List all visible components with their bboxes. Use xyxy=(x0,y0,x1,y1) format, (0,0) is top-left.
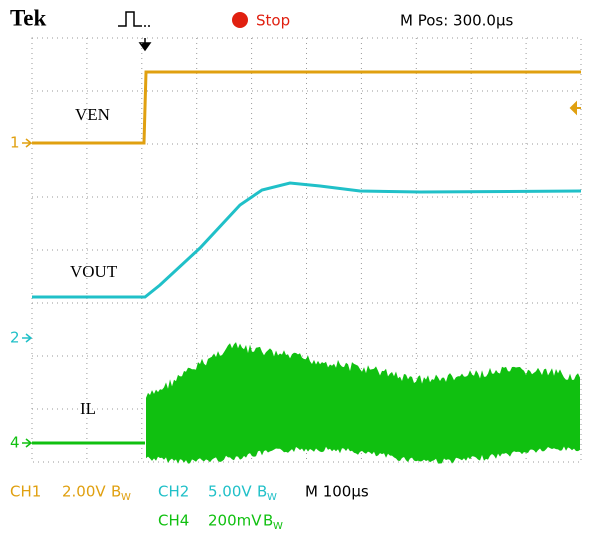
bandwidth: B xyxy=(111,483,121,501)
ch4-readout: CH4 200mV B W xyxy=(158,512,283,533)
channel-marker: 2 xyxy=(10,329,20,347)
timebase: M 100µs xyxy=(305,483,369,501)
bandwidth: B xyxy=(257,483,267,501)
waveform-ch1 xyxy=(32,70,581,145)
waveform-ch4-ripple xyxy=(146,342,580,464)
channel-name: CH1 xyxy=(10,483,41,501)
trigger-icon xyxy=(118,11,150,27)
bandwidth-sub: W xyxy=(273,521,283,532)
ch1-readout: CH1 2.00V B W xyxy=(10,483,131,504)
brand: Tek xyxy=(10,5,46,30)
position: M Pos: 300.0µs xyxy=(400,12,514,30)
marker-arrow xyxy=(22,138,33,148)
trigger-level xyxy=(569,100,581,116)
ch2-readout: CH2 5.00V B W xyxy=(158,483,277,504)
channel-scale: 5.00V xyxy=(208,483,252,501)
channel-marker: 4 xyxy=(10,434,20,452)
waveform-ch2 xyxy=(32,181,582,299)
signal-label: VOUT xyxy=(70,262,118,281)
channel-marker: 1 xyxy=(10,134,20,152)
bandwidth: B xyxy=(263,512,273,530)
channel-scale: 200mV xyxy=(208,512,262,530)
graticule xyxy=(31,37,582,463)
channel-name: CH4 xyxy=(158,512,189,530)
channel-name: CH2 xyxy=(158,483,189,501)
channel-scale: 2.00V xyxy=(62,483,106,501)
marker-arrow xyxy=(22,333,33,343)
stop-indicator xyxy=(232,12,248,28)
bandwidth-sub: W xyxy=(121,492,131,503)
signal-label: IL xyxy=(80,399,96,418)
bandwidth-sub: W xyxy=(267,492,277,503)
graticule-border xyxy=(31,37,582,463)
signal-label: VEN xyxy=(75,105,110,124)
run-status: Stop xyxy=(256,12,290,30)
marker-arrow xyxy=(22,438,33,448)
trigger-position xyxy=(138,38,152,52)
